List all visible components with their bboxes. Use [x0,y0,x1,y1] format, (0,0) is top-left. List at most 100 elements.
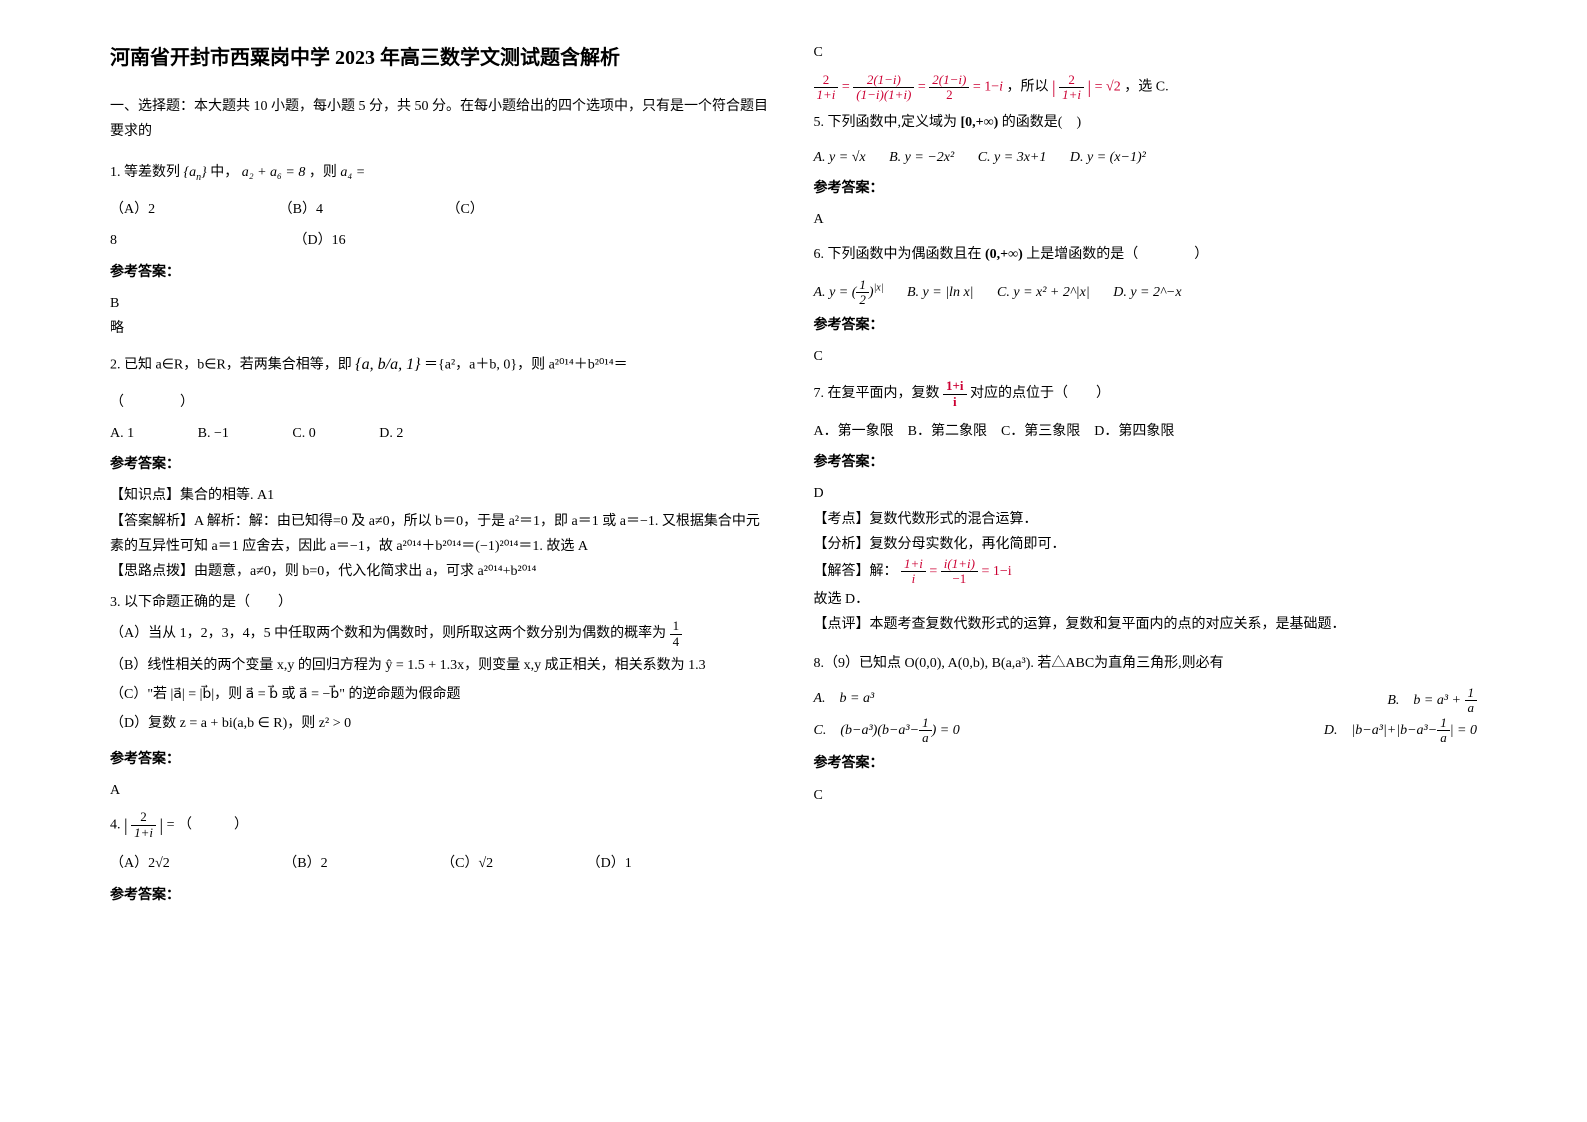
q2-kp: 【知识点】集合的相等. A1 [110,483,774,508]
q6-domain: (0,+∞) [985,247,1023,262]
q5-answer: A [814,207,1478,232]
q7-end: 故选 D． [814,587,1478,612]
q3-opt-a-pre: （A）当从 1，2，3，4，5 中任取两个数和为偶数时，则所取这两个数分别为偶数… [110,626,666,641]
q2-opt-b: B. −1 [198,426,229,441]
q1-answer: B [110,291,774,316]
q4-sol-pre: ，所以 [1007,80,1049,95]
q7-text2: 对应的点位于（ ） [970,387,1110,402]
q4-frac-num: 2 [131,810,156,825]
q1-text-1: 1. 等差数列 [110,165,180,180]
q6-opt-b: B. y = |ln x| [907,285,974,300]
q7-kp: 【考点】复数代数形式的混合运算． [814,507,1478,532]
section-instruction: 一、选择题：本大题共 10 小题，每小题 5 分，共 50 分。在每小题给出的四… [110,94,774,144]
q7-analysis: 【分析】复数分母实数化，再化简即可． [814,532,1478,557]
q4-opt-b: （B）2 [283,851,327,876]
q2-paren: （ ） [110,390,774,415]
q1-cond: a₂ + a₆ = 8 [242,165,306,180]
q4-eq: = [167,817,178,832]
q1-text-3: ，则 [309,165,337,180]
q7-frac-den: i [943,395,967,409]
q4-frac-den: 1+i [131,826,156,840]
q7-solve: 【解答】解： 1+i i = i(1+i)−1 = 1−i [814,557,1478,587]
q2-eq: ＝{a²，a＋b, 0}，则 a²⁰¹⁴＋b²⁰¹⁴＝ [424,358,628,373]
q7-frac-num: 1+i [943,379,967,394]
q7-comment: 【点评】本题考查复数代数形式的运算，复数和复平面内的点的对应关系，是基础题． [814,612,1478,637]
q8-opt-d: D. |b−a³|+|b−a³−1a| = 0 [1324,716,1477,746]
q4-solution: 2 1+i = 2(1−i) (1−i)(1+i) = 2(1−i) 2 = 1… [814,71,1478,103]
question-6: 6. 下列函数中为偶函数且在 (0,+∞) 上是增函数的是（ ） [814,242,1478,267]
q5-domain: [0,+∞) [961,115,999,130]
q5-text2: 的函数是( ) [1002,115,1081,130]
q5-answer-label: 参考答案： [814,176,1478,201]
q5-opt-b: B. y = −2x² [889,150,954,165]
q6-answer: C [814,344,1478,369]
q4-sol-eq: = √2 [1095,80,1121,95]
right-column: C 2 1+i = 2(1−i) (1−i)(1+i) = 2(1−i) 2 =… [794,40,1498,1082]
q4-opt-a: （A）2√2 [110,851,170,876]
q4-prefix: 4. [110,817,121,832]
q3-text: 3. 以下命题正确的是（ ） [110,590,774,615]
q8-opt-a: A. b = a³ [814,686,875,716]
q7-solve-frac1: 1+i i [901,557,926,587]
q1-row2: 8 （D）16 [110,228,774,253]
q4-frac: 2 1+i [131,810,156,840]
q2-set: {a, b/a, 1} [355,356,420,373]
q1-opt-a: （A）2 [110,197,155,222]
q7-answer-label: 参考答案： [814,450,1478,475]
q6-opt-c: C. y = x² + 2^|x| [997,285,1090,300]
question-7: 7. 在复平面内，复数 1+i i 对应的点位于（ ） [814,379,1478,409]
question-8: 8.（9）已知点 O(0,0), A(0,b), B(a,a³). 若△ABC为… [814,651,1478,676]
q7-frac: 1+i i [943,379,967,409]
q4-sol-frac2: 2(1−i) (1−i)(1+i) [853,73,914,103]
q3-answer-label: 参考答案： [110,747,774,772]
q3-opt-a-line: （A）当从 1，2，3，4，5 中任取两个数和为偶数时，则所取这两个数分别为偶数… [110,619,774,649]
q1-ask: a₄ = [340,165,365,180]
q4-sol-frac4: 2 1+i [1059,73,1084,103]
q4-sol-frac1: 2 1+i [814,73,839,103]
q7-text: 7. 在复平面内，复数 [814,387,940,402]
q7-solve-label: 【解答】解： [814,564,898,579]
page-title: 河南省开封市西粟岗中学 2023 年高三数学文测试题含解析 [110,40,774,76]
q3-opt-c: （C）"若 |a⃗| = |b⃗|，则 a⃗ = b⃗ 或 a⃗ = −b⃗" … [110,682,774,707]
q3-frac-num: 1 [670,619,683,634]
q1-note: 略 [110,316,774,341]
q1-8: 8 [110,228,150,253]
q3-opt-d: （D）复数 z = a + bi(a,b ∈ R)，则 z² > 0 [110,711,774,736]
q3-frac-den: 4 [670,635,683,649]
question-1: 1. 等差数列 {an} 中， a₂ + a₆ = 8 ，则 a₄ = [110,160,774,187]
q6-text: 6. 下列函数中为偶函数且在 [814,247,982,262]
q8-opt-c: C. (b−a³)(b−a³−1a) = 0 [814,716,960,746]
q3-opt-b: （B）线性相关的两个变量 x,y 的回归方程为 ŷ = 1.5 + 1.3x，则… [110,653,774,678]
q2-answer-label: 参考答案： [110,452,774,477]
q4-sol-frac3: 2(1−i) 2 [929,73,969,103]
q8-row2: C. (b−a³)(b−a³−1a) = 0 D. |b−a³|+|b−a³−1… [814,716,1478,746]
q7-solve-eq: = i(1+i)−1 = 1−i [929,564,1011,579]
question-2: 2. 已知 a∈R，b∈R，若两集合相等，即 {a, b/a, 1} ＝{a²，… [110,351,774,380]
q1-seq: {an} [184,165,207,180]
q1-options: （A）2 （B）4 （C） [110,197,774,222]
q5-options: A. y = √x B. y = −2x² C. y = 3x+1 D. y =… [814,145,1478,170]
left-column: 河南省开封市西粟岗中学 2023 年高三数学文测试题含解析 一、选择题：本大题共… [90,40,794,1082]
q4-answer-label: 参考答案： [110,883,774,908]
question-4: 4. | 2 1+i | = （ ） [110,809,774,841]
q4-opt-d: （D）1 [587,856,632,871]
q8-text: 8.（9）已知点 O(0,0), A(0,b), B(a,a³). 若△ABC为… [814,656,1224,671]
q1-opt-d: （D）16 [294,228,346,253]
q6-opt-d: D. y = 2^−x [1113,285,1181,300]
q2-analysis: 【答案解析】A 解析：解：由已知得=0 及 a≠0，所以 b＝0，于是 a²＝1… [110,509,774,559]
q2-opt-d: D. 2 [379,426,403,441]
q6-answer-label: 参考答案： [814,313,1478,338]
q4-options: （A）2√2 （B）2 （C）√2 （D）1 [110,851,774,876]
q4-opt-c: （C）√2 [441,851,493,876]
q1-opt-c: （C） [446,197,483,222]
q2-think: 【思路点拨】由题意，a≠0，则 b=0，代入化简求出 a，可求 a²⁰¹⁴+b²… [110,559,774,584]
q6-opt-a: A. y = (12)|x| [814,285,884,300]
q5-opt-d: D. y = (x−1)² [1070,150,1146,165]
q5-opt-a: A. y = √x [814,150,866,165]
q2-opt-c: C. 0 [292,426,315,441]
q6-text2: 上是增函数的是（ ） [1026,247,1208,262]
question-5: 5. 下列函数中,定义域为 [0,+∞) 的函数是( ) [814,110,1478,135]
q1-text-2: 中， [210,165,238,180]
q2-opt-a: A. 1 [110,426,134,441]
q3-opt-a-frac: 1 4 [670,619,683,649]
